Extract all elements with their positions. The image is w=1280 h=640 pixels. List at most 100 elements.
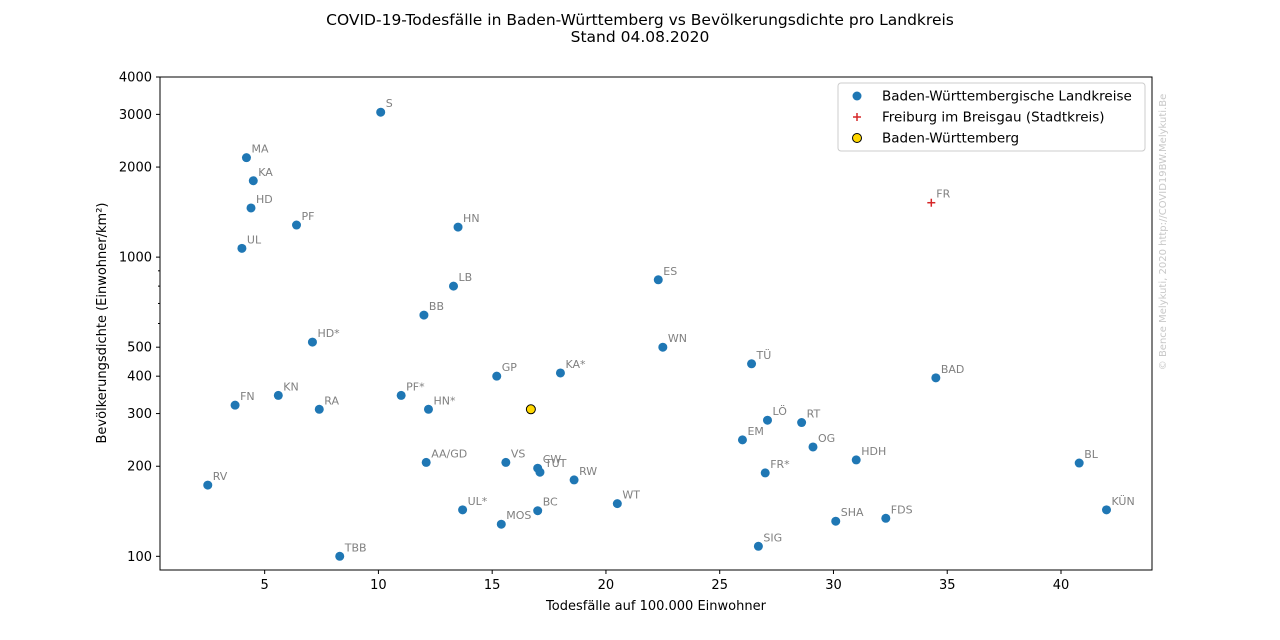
point-EM bbox=[737, 435, 747, 445]
point-label-RV: RV bbox=[213, 470, 228, 483]
y-tick-label: 200 bbox=[127, 460, 152, 475]
y-tick-label: 3000 bbox=[119, 108, 152, 123]
point-label-FDS: FDS bbox=[891, 503, 913, 516]
point-KN bbox=[273, 390, 283, 400]
point-label-RT: RT bbox=[807, 408, 821, 421]
point-label-EM: EM bbox=[747, 425, 763, 438]
point-KA* bbox=[555, 368, 565, 378]
y-tick-label: 4000 bbox=[119, 71, 152, 86]
point-label-VS: VS bbox=[511, 447, 526, 460]
point-label-MA: MA bbox=[251, 143, 268, 156]
x-tick-label: 5 bbox=[261, 578, 269, 593]
point-TUT bbox=[535, 467, 545, 477]
point-SIG bbox=[753, 541, 763, 551]
legend-label-bw: Baden-Württemberg bbox=[882, 131, 1019, 147]
point-label-AA/GD: AA/GD bbox=[431, 447, 467, 460]
point-FR bbox=[927, 198, 936, 207]
point-label-SHA: SHA bbox=[841, 506, 864, 519]
data-points: S MA KA HD PF UL HN LB BB HD* ES WN TÜ BAD KA* GP FN KN RA… bbox=[203, 97, 1135, 561]
point-BB bbox=[419, 310, 429, 320]
point-SHA bbox=[831, 516, 841, 526]
point-OG bbox=[808, 442, 818, 452]
y-tick-label: 400 bbox=[127, 370, 152, 385]
x-axis-label: Todesfälle auf 100.000 Einwohner bbox=[545, 599, 767, 614]
point-LB bbox=[449, 281, 459, 291]
point-VS bbox=[501, 457, 511, 467]
point-label-UL*: UL* bbox=[468, 495, 488, 508]
point-HDH bbox=[851, 455, 861, 465]
y-tick-label: 300 bbox=[127, 407, 152, 422]
point-MA bbox=[241, 153, 251, 163]
point-RW bbox=[569, 475, 579, 485]
point-label-RW: RW bbox=[579, 465, 597, 478]
point-label-CW: CW bbox=[543, 453, 562, 466]
point-label-KA: KA bbox=[258, 166, 273, 179]
point-label-TUT: TUT bbox=[544, 457, 567, 470]
point-BC bbox=[533, 506, 543, 516]
point-label-TBB: TBB bbox=[344, 541, 367, 554]
x-tick-label: 35 bbox=[939, 578, 956, 593]
point-PF* bbox=[396, 390, 406, 400]
point-UL* bbox=[458, 505, 468, 515]
point-label-LB: LB bbox=[459, 271, 473, 284]
x-tick-label: 20 bbox=[598, 578, 615, 593]
point-label-PF*: PF* bbox=[406, 380, 425, 393]
legend-label-freiburg: Freiburg im Breisgau (Stadtkreis) bbox=[882, 110, 1105, 126]
point-TBB bbox=[335, 551, 345, 561]
point-label-FR: FR bbox=[936, 188, 950, 201]
point-BAD bbox=[931, 373, 941, 383]
point-GP bbox=[492, 371, 502, 381]
point-label-HN*: HN* bbox=[433, 394, 456, 407]
point-WN bbox=[658, 342, 668, 352]
point-label-RA: RA bbox=[324, 394, 339, 407]
point-label-HD: HD bbox=[256, 193, 273, 206]
point-FR* bbox=[760, 468, 770, 478]
x-tick-label: 40 bbox=[1053, 578, 1070, 593]
chart-title: COVID-19-Todesfälle in Baden-Württemberg… bbox=[326, 11, 954, 29]
y-axis-ticks: 100 200 300 400 500 1000 2000 3000 4000 bbox=[119, 71, 160, 565]
point-label-GP: GP bbox=[502, 361, 518, 374]
point-RA bbox=[314, 404, 324, 414]
point-label-UL: UL bbox=[247, 233, 262, 246]
point-KA bbox=[248, 176, 258, 186]
point-HD bbox=[246, 203, 256, 213]
point-MOS bbox=[496, 519, 506, 529]
legend-marker-landkreise bbox=[852, 91, 862, 101]
y-tick-label: 2000 bbox=[119, 161, 152, 176]
x-tick-label: 15 bbox=[484, 578, 501, 593]
point-label-PF: PF bbox=[302, 210, 315, 223]
legend-label-landkreise: Baden-Württembergische Landkreise bbox=[882, 89, 1132, 105]
point-label-S: S bbox=[386, 97, 393, 110]
legend-marker-bw bbox=[852, 133, 862, 143]
legend-box bbox=[837, 82, 1146, 152]
point-LÖ bbox=[762, 415, 772, 425]
x-tick-label: 10 bbox=[370, 578, 387, 593]
point-RV bbox=[203, 480, 213, 490]
point-label-TÜ: TÜ bbox=[756, 349, 772, 362]
point-label-ES: ES bbox=[663, 265, 677, 278]
point-ES bbox=[653, 275, 663, 285]
y-tick-label: 500 bbox=[127, 341, 152, 356]
point-label-HN: HN bbox=[463, 212, 480, 225]
y-tick-label: 1000 bbox=[119, 251, 152, 266]
point-TÜ bbox=[747, 359, 757, 369]
point-label-BL: BL bbox=[1084, 448, 1099, 461]
legend: Baden-Württembergische Landkreise Freibu… bbox=[837, 82, 1146, 152]
point-label-KN: KN bbox=[283, 380, 298, 393]
watermark: © Bence Melykuti, 2020 http://COVID19BW.… bbox=[1158, 94, 1169, 370]
point-label-BAD: BAD bbox=[941, 363, 965, 376]
point-label-FN: FN bbox=[240, 390, 255, 403]
point-label-KA*: KA* bbox=[565, 358, 586, 371]
point-label-FR*: FR* bbox=[770, 458, 790, 471]
point-label-HD*: HD* bbox=[317, 327, 340, 340]
point-label-BC: BC bbox=[543, 496, 558, 509]
chart-subtitle: Stand 04.08.2020 bbox=[571, 28, 710, 46]
point-label-HDH: HDH bbox=[861, 445, 886, 458]
point-PF bbox=[292, 220, 302, 230]
point-HD* bbox=[307, 337, 317, 347]
point-label-KÜN: KÜN bbox=[1111, 495, 1134, 508]
point-HN* bbox=[423, 404, 433, 414]
y-axis-label: Bevölkerungsdichte (Einwohner/km²) bbox=[95, 203, 110, 444]
point-label-WN: WN bbox=[668, 332, 687, 345]
